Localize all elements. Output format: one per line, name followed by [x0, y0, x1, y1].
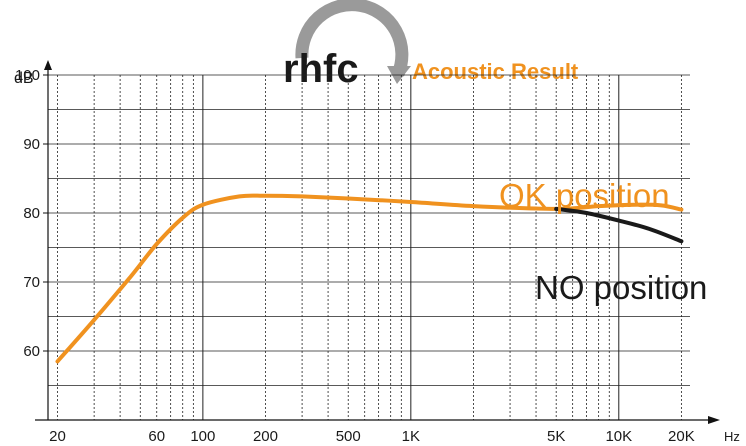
logo-text: rhfc	[283, 47, 359, 91]
x-tick-label: 5K	[547, 428, 565, 445]
x-tick-label: 500	[336, 428, 361, 445]
x-tick-label: 20K	[668, 428, 695, 445]
y-axis-label: dB	[14, 70, 34, 87]
y-axis-arrow-icon	[44, 60, 52, 70]
y-tick-label: 100	[15, 67, 40, 84]
x-tick-label: 10K	[605, 428, 632, 445]
logo-arc-icon	[295, 0, 409, 77]
chart-tick-labels: 60 70 80 90 100 20 60 100 200 500 1K 5K 10K 20K	[15, 67, 695, 445]
y-tick-label: 60	[23, 343, 40, 360]
rhfc-logo: rhfc Acoustic Result	[283, 0, 579, 91]
y-tick-label: 70	[23, 274, 40, 291]
chart-series	[55, 193, 684, 364]
x-tick-label: 1K	[402, 428, 420, 445]
chart-axes	[35, 60, 720, 424]
x-axis-arrow-icon	[708, 416, 720, 424]
y-tick-label: 90	[23, 136, 40, 153]
x-axis-label: Hz	[724, 429, 740, 444]
x-tick-label: 20	[49, 428, 66, 445]
series-line-no-position	[554, 206, 684, 244]
series-line-ok-position	[55, 193, 684, 364]
legend-no-position: NO position	[535, 269, 707, 306]
x-tick-label: 60	[148, 428, 165, 445]
legend-ok-position: OK position	[499, 177, 670, 214]
chart-grid	[48, 74, 690, 420]
x-tick-label: 100	[190, 428, 215, 445]
y-tick-label: 80	[23, 205, 40, 222]
logo-tagline: Acoustic Result	[412, 59, 579, 84]
x-tick-label: 200	[253, 428, 278, 445]
